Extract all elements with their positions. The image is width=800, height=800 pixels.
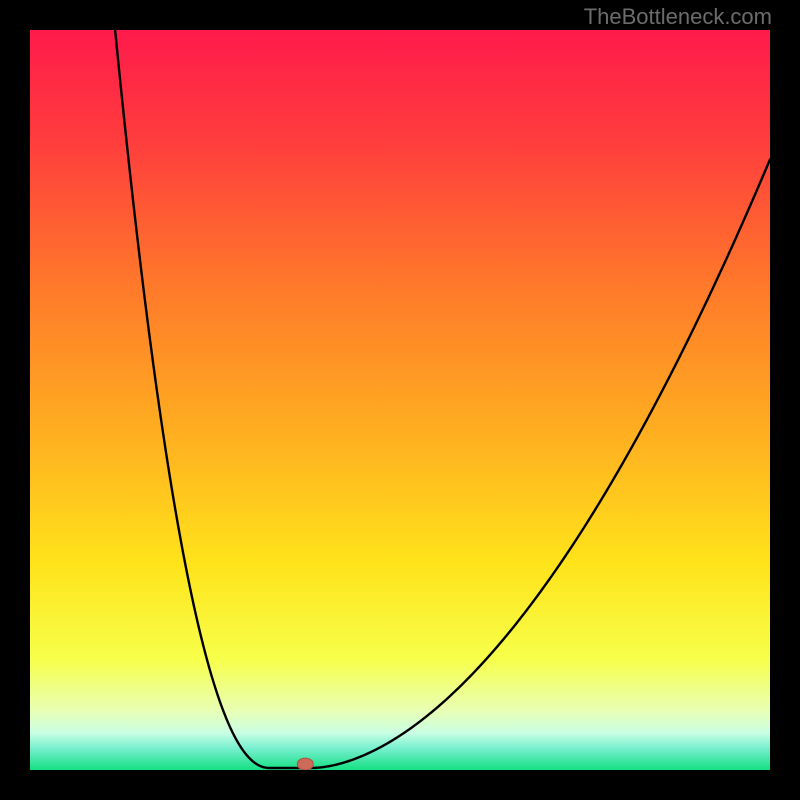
gradient-plot-area <box>30 30 770 770</box>
source-watermark: TheBottleneck.com <box>584 4 772 30</box>
chart-frame: TheBottleneck.com <box>0 0 800 800</box>
